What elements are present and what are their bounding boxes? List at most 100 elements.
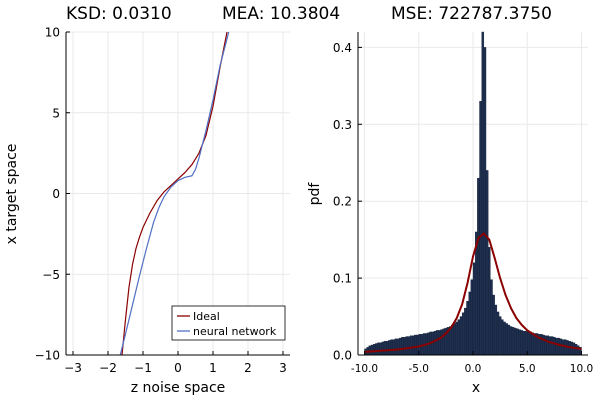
left-curves — [119, 31, 230, 356]
histogram-bar — [455, 321, 458, 356]
histogram-bar — [544, 335, 547, 356]
histogram-bar — [501, 319, 504, 356]
right-y-tick-label: 0.0 — [333, 349, 352, 363]
histogram-bar — [440, 329, 443, 356]
histogram-bar — [509, 326, 513, 356]
density-curve-line — [364, 232, 582, 353]
histogram-bar — [459, 316, 463, 356]
histogram-bar — [403, 337, 406, 356]
histogram-bar — [494, 304, 498, 356]
histogram-bar — [390, 339, 393, 356]
histogram-bar — [370, 344, 374, 356]
histogram-bar — [438, 330, 441, 356]
histogram-bar — [461, 312, 465, 356]
histogram-bar — [529, 331, 532, 356]
histogram-bar — [492, 294, 495, 356]
legend-label-neural-network: neural network — [193, 325, 277, 338]
histogram-bar — [485, 170, 489, 356]
right-y-tick-label: 0.4 — [333, 41, 352, 55]
histogram-bar — [414, 334, 417, 356]
ideal-line — [121, 31, 228, 356]
histogram-bar — [412, 335, 415, 356]
histogram-bar — [396, 338, 400, 356]
right-x-tick-label: -10.0 — [351, 363, 378, 375]
histogram-bar — [481, 31, 485, 356]
histogram-bar — [381, 341, 385, 356]
histogram-bar — [514, 327, 517, 356]
histogram-bar — [516, 328, 519, 356]
histogram-bar — [453, 323, 456, 356]
histogram-bar — [503, 321, 506, 356]
histogram-bar — [431, 331, 435, 356]
title-mea: MEA: 10.3804 — [222, 4, 340, 24]
title-mse: MSE: 722787.3750 — [391, 4, 552, 24]
left-y-tick-label: −5 — [42, 268, 60, 282]
histogram-bar — [505, 323, 508, 356]
legend-box — [171, 305, 286, 341]
histogram-bar — [548, 336, 552, 356]
histogram-bar — [488, 247, 491, 356]
histogram-bar — [407, 336, 411, 356]
histogram-bar — [550, 336, 554, 356]
right-plot: -10.0 -5.0 0.0 5.0 10.0 0.0 0.1 0.2 0.3 0.4 x pdf — [307, 31, 593, 396]
histogram-bar — [405, 336, 409, 356]
histogram-bar — [466, 300, 469, 356]
histogram-bar — [520, 330, 524, 356]
histogram-bar — [518, 329, 521, 356]
left-x-tick-label: −3 — [64, 361, 82, 375]
left-x-tick-label: 0 — [174, 361, 182, 375]
histogram-bar — [555, 337, 558, 356]
histogram-bar — [561, 339, 565, 356]
histogram-bar — [470, 279, 474, 356]
left-x-label: z noise space — [131, 380, 226, 396]
left-x-tick-label: −2 — [99, 361, 117, 375]
histogram-bar — [464, 307, 467, 356]
histogram-bar — [388, 340, 391, 356]
histogram-bar — [451, 324, 454, 356]
left-x-tick-label: −1 — [134, 361, 152, 375]
left-y-tick-label: −10 — [35, 349, 60, 363]
right-x-tick-label: 5.0 — [519, 363, 536, 375]
right-y-label: pdf — [307, 182, 323, 206]
histogram-bar — [559, 338, 563, 356]
right-x-tick-label: 10.0 — [570, 363, 593, 375]
left-x-tick-label: 2 — [244, 361, 252, 375]
right-x-label: x — [472, 380, 480, 396]
histogram-bar — [383, 340, 387, 356]
histogram-bar — [574, 344, 578, 356]
histogram-bar — [557, 337, 560, 356]
left-x-tick-label: 1 — [209, 361, 217, 375]
right-x-tick-label: -5.0 — [409, 363, 430, 375]
right-y-tick-label: 0.1 — [333, 272, 352, 286]
histogram-bar — [433, 330, 437, 356]
histogram-bar — [457, 319, 461, 356]
histogram-bar — [576, 345, 580, 356]
histogram-bar — [394, 338, 398, 356]
histogram-bar — [542, 334, 545, 356]
legend: Ideal neural network — [171, 305, 286, 341]
left-x-tick-label: 3 — [279, 361, 287, 375]
histogram-bar — [468, 291, 472, 356]
histogram-bar — [472, 262, 476, 356]
histogram-bar — [377, 342, 380, 356]
histogram-bar — [490, 279, 493, 356]
left-y-tick-label: 0 — [52, 187, 60, 201]
title-ksd: KSD: 0.0310 — [66, 4, 172, 24]
histogram-bar — [442, 328, 445, 356]
histogram-bar — [522, 330, 526, 356]
left-y-tick-label: 5 — [52, 106, 60, 120]
histogram-bar — [392, 339, 396, 356]
right-x-tick-label: 0.0 — [465, 363, 482, 375]
left-y-tick-label: 10 — [45, 26, 60, 40]
histogram-bar — [531, 332, 534, 356]
histogram-bar — [507, 324, 511, 356]
histogram-bar — [401, 337, 404, 356]
histogram-bar — [553, 337, 556, 356]
histogram-bar — [511, 327, 515, 356]
histogram-bar — [399, 337, 402, 356]
histogram-bar — [368, 345, 372, 356]
right-y-tick-label: 0.2 — [333, 195, 352, 209]
